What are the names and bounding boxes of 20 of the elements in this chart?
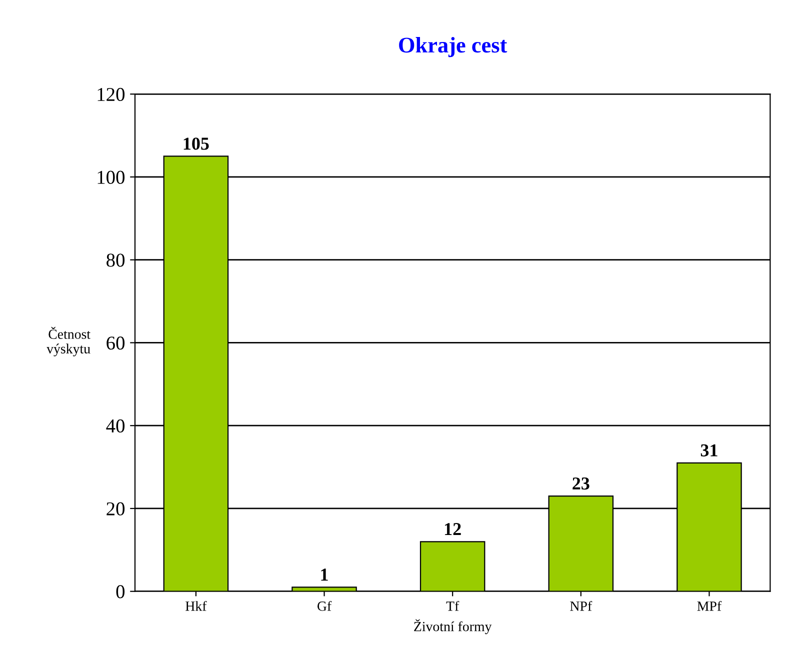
- data-label: 105: [184, 138, 209, 150]
- y-tick-label: 120: [98, 88, 125, 102]
- x-tick-label: Hkf: [186, 600, 207, 611]
- x-tick-label: Gf: [318, 600, 332, 611]
- data-label: 12: [445, 523, 461, 536]
- x-tick-label: MPf: [697, 600, 722, 611]
- data-label: 23: [572, 477, 590, 490]
- y-axis-title: Četnost výskytu: [46, 326, 90, 356]
- x-tick-label: NPf: [570, 600, 592, 611]
- chart-title: Okraje cest: [399, 36, 508, 58]
- y-tick-label: 100: [98, 170, 125, 184]
- x-axis-title: Životní formy: [414, 619, 492, 634]
- y-tick-label: 0: [116, 585, 125, 598]
- y-tick-label: 60: [106, 336, 125, 350]
- y-tick-label: 40: [106, 419, 125, 433]
- data-label: 1: [321, 568, 328, 581]
- data-label: 31: [700, 444, 718, 456]
- y-tick-label: 20: [106, 502, 125, 516]
- x-tick-label: Tf: [446, 600, 460, 611]
- y-tick-label: 80: [106, 254, 125, 267]
